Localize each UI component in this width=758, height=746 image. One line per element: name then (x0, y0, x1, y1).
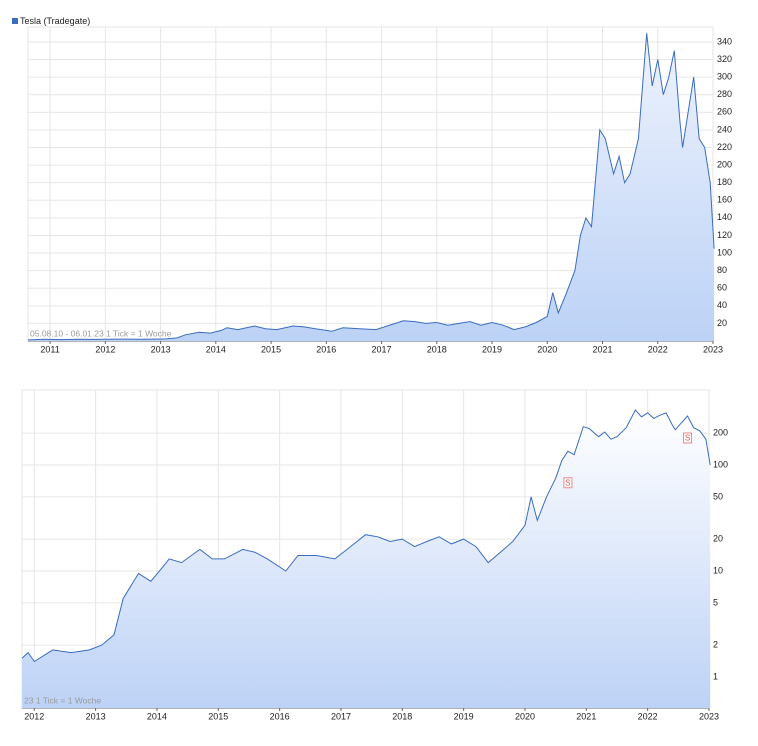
line (27, 33, 715, 341)
y-tick-label: 5 (713, 597, 718, 607)
y-tick-label: 100 (713, 459, 728, 469)
area (28, 33, 715, 341)
y-tick-label: 60 (717, 283, 727, 293)
x-tick-label: 2014 (206, 344, 226, 354)
y-tick-label: 100 (717, 247, 732, 257)
y-tick-label: 2 (713, 639, 718, 649)
x-tick-label: 2019 (454, 711, 474, 721)
x-tick-label: 2014 (147, 711, 167, 721)
y-tick-label: 200 (717, 159, 732, 169)
x-tick-label: 2018 (392, 711, 412, 721)
x-tick-label: 2017 (331, 711, 351, 721)
y-tick-label: 260 (717, 107, 732, 117)
x-tick-label: 2020 (515, 711, 535, 721)
x-tick-label: 2021 (593, 344, 613, 354)
x-tick-label: 2018 (427, 344, 447, 354)
x-tick-label: 2011 (40, 344, 59, 354)
y-tick-label: 180 (717, 177, 732, 187)
x-tick-label: 2016 (270, 711, 290, 721)
y-tick-label: 80 (717, 265, 727, 275)
x-tick-label: 2020 (537, 344, 557, 354)
x-tick-label: 2012 (24, 711, 44, 721)
x-tick-label: 2022 (638, 711, 658, 721)
x-tick-label: 2023 (703, 344, 723, 354)
footnote: 23 1 Tick = 1 Woche (24, 695, 101, 705)
split-label: S (565, 478, 570, 487)
y-tick-label: 320 (717, 54, 732, 64)
y-tick-label: 1 (713, 671, 718, 681)
y-tick-label: 160 (717, 195, 732, 205)
x-tick-label: 2023 (699, 711, 719, 721)
y-tick-label: 200 (713, 427, 728, 437)
y-tick-label: 10 (713, 565, 723, 575)
y-tick-label: 120 (717, 230, 732, 240)
y-tick-label: 300 (717, 72, 732, 82)
split-label: S (685, 434, 690, 443)
y-tick-label: 50 (713, 491, 723, 501)
x-tick-label: 2015 (261, 344, 281, 354)
x-tick-label: 2015 (208, 711, 228, 721)
footnote: 05.08.10 - 06.01.23 1 Tick = 1 Woche (30, 328, 172, 338)
x-tick-label: 2012 (95, 344, 115, 354)
y-tick-label: 20 (717, 318, 727, 328)
y-tick-label: 280 (717, 89, 732, 99)
legend-swatch (12, 18, 18, 24)
x-tick-label: 2013 (86, 711, 106, 721)
x-tick-label: 2022 (648, 344, 668, 354)
x-tick-label: 2019 (482, 344, 502, 354)
x-tick-label: 2013 (151, 344, 171, 354)
split-marker (683, 432, 693, 444)
area (22, 410, 711, 708)
x-tick-label: 2021 (576, 711, 596, 721)
split-marker (563, 477, 573, 489)
x-tick-label: 2017 (372, 344, 392, 354)
y-tick-label: 220 (717, 142, 732, 152)
y-tick-label: 240 (717, 124, 732, 134)
y-tick-label: 40 (717, 300, 727, 310)
y-tick-label: 140 (717, 212, 732, 222)
x-tick-label: 2016 (316, 344, 336, 354)
y-tick-label: 340 (717, 36, 732, 46)
y-tick-label: 20 (713, 533, 723, 543)
legend-label: Tesla (Tradegate) (20, 16, 90, 26)
line (21, 409, 711, 663)
